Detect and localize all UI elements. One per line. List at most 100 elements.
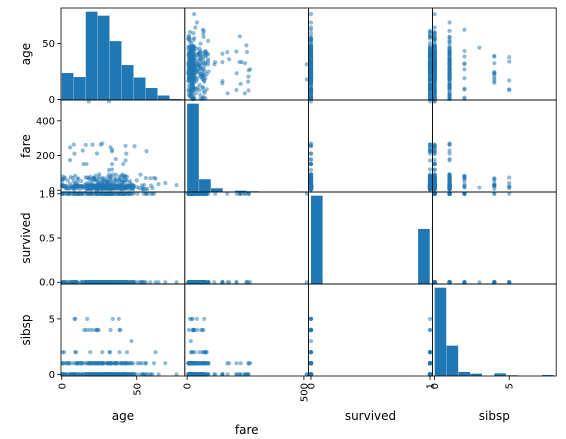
- scatter-point-survived-age: [105, 191, 110, 196]
- scatter-point-sibsp-age: [67, 372, 73, 377]
- scatter-point-fare-sibsp: [447, 158, 452, 163]
- scatter-point-age-fare: [244, 49, 250, 55]
- scatter-point-fare-sibsp: [432, 149, 437, 154]
- scatter-point-survived-age: [73, 280, 79, 285]
- scatter-point-age-sibsp: [462, 95, 467, 100]
- scatter-point-sibsp-age: [134, 372, 139, 377]
- scatter-point-age-survived: [427, 34, 433, 40]
- scatter-point-sibsp-age: [110, 316, 115, 322]
- scatter-point-sibsp-age: [105, 361, 110, 366]
- scatter-point-sibsp-age: [100, 350, 105, 355]
- scatter-point-fare-age: [83, 142, 88, 148]
- scatter-point-age-fare: [190, 54, 195, 60]
- scatter-point-sibsp-fare: [201, 361, 206, 366]
- scatter-point-sibsp-age: [64, 372, 70, 377]
- axis-label-fare-y: fare: [19, 134, 33, 158]
- cell-frame-survived-survived: [308, 191, 433, 285]
- scatter-point-age-fare: [187, 75, 192, 80]
- scatter-point-survived-age: [119, 191, 124, 196]
- scatter-point-age-survived: [427, 74, 433, 79]
- scatter-point-survived-age: [131, 280, 136, 285]
- scatter-point-fare-age: [109, 149, 115, 154]
- scatter-point-survived-fare: [212, 280, 217, 285]
- scatter-point-fare-survived: [308, 175, 314, 181]
- scatter-point-survived-sibsp: [507, 191, 512, 196]
- scatter-point-sibsp-fare: [197, 372, 202, 377]
- scatter-point-sibsp-survived: [427, 327, 433, 333]
- scatter-point-fare-sibsp: [432, 173, 437, 178]
- scatter-point-survived-age: [156, 280, 161, 285]
- scatter-point-age-sibsp: [447, 63, 452, 68]
- scatter-point-age-fare: [201, 88, 206, 94]
- scatter-point-sibsp-age: [118, 361, 124, 366]
- scatter-point-age-survived: [427, 91, 433, 96]
- tick-label-fare-left-2: 400: [36, 116, 55, 127]
- scatter-point-sibsp-age: [79, 361, 84, 366]
- scatter-point-age-sibsp: [507, 87, 512, 92]
- scatter-point-age-survived: [427, 63, 433, 68]
- scatter-point-age-fare: [246, 74, 251, 79]
- scatter-point-sibsp-age: [126, 372, 131, 377]
- scatter-point-survived-fare: [225, 280, 230, 285]
- scatter-point-sibsp-age: [109, 361, 114, 366]
- scatter-point-age-sibsp: [447, 39, 452, 44]
- cell-frame-fare-survived: [308, 99, 433, 193]
- scatter-point-sibsp-fare: [243, 372, 248, 377]
- scatter-point-sibsp-fare: [194, 327, 200, 333]
- scatter-point-fare-age: [80, 148, 85, 153]
- scatter-point-sibsp-survived: [427, 350, 433, 355]
- axis-label-fare-x: fare: [235, 423, 259, 437]
- axis-label-age-x: age: [112, 409, 134, 423]
- tick-label-survived-left-2: 1.0: [39, 189, 55, 200]
- scatter-point-sibsp-age: [73, 316, 78, 322]
- scatter-point-age-fare: [213, 59, 218, 65]
- scatter-point-survived-age: [85, 280, 91, 285]
- scatter-point-survived-fare: [191, 280, 196, 285]
- scatter-point-fare-age: [174, 182, 179, 188]
- tick-label-fare-left-0: 0: [49, 186, 55, 197]
- scatter-point-fare-age: [98, 142, 103, 147]
- scatter-point-age-sibsp: [447, 73, 452, 79]
- scatter-point-sibsp-fare: [191, 372, 196, 377]
- histogram-bar-fare-2: [211, 188, 223, 192]
- scatter-point-age-survived: [427, 82, 433, 87]
- scatter-point-sibsp-fare: [187, 361, 192, 366]
- scatter-point-survived-age: [109, 191, 115, 196]
- scatter-point-fare-age: [121, 184, 127, 189]
- tick-label-survived-left-1: 0.5: [39, 234, 55, 245]
- scatter-point-sibsp-fare: [188, 338, 193, 344]
- scatter-point-age-fare: [246, 79, 251, 84]
- scatter-point-survived-sibsp: [447, 191, 452, 196]
- scatter-point-age-survived: [308, 56, 314, 61]
- scatter-point-age-fare: [246, 68, 251, 73]
- scatter-point-fare-age: [60, 182, 65, 187]
- scatter-point-survived-age: [140, 280, 145, 285]
- scatter-point-sibsp-age: [100, 372, 105, 377]
- scatter-point-fare-age: [142, 182, 147, 188]
- scatter-point-survived-age: [148, 191, 154, 196]
- scatter-point-fare-age: [94, 151, 100, 156]
- histogram-bar-fare-1: [199, 179, 211, 192]
- scatter-point-survived-age: [63, 191, 68, 196]
- scatter-point-fare-age: [123, 158, 128, 163]
- scatter-point-age-sibsp: [432, 75, 437, 80]
- scatter-point-age-fare: [201, 95, 206, 100]
- scatter-point-sibsp-age: [73, 350, 78, 355]
- scatter-point-sibsp-age: [117, 327, 122, 333]
- scatter-point-survived-fare: [304, 280, 309, 285]
- scatter-point-survived-fare: [197, 280, 202, 285]
- scatter-point-sibsp-age: [163, 361, 168, 366]
- scatter-point-sibsp-age: [108, 327, 113, 333]
- scatter-point-survived-age: [174, 280, 179, 285]
- scatter-point-sibsp-age: [63, 361, 68, 366]
- scatter-point-age-sibsp: [447, 67, 452, 72]
- scatter-point-fare-age: [123, 143, 128, 148]
- scatter-point-survived-age: [64, 280, 70, 285]
- scatter-point-fare-sibsp: [432, 161, 437, 167]
- tick-label-fare-bottom-1: 500: [299, 383, 310, 402]
- scatter-point-sibsp-fare: [237, 372, 242, 377]
- scatter-point-age-fare: [304, 77, 309, 82]
- scatter-point-age-sibsp: [447, 34, 452, 40]
- scatter-point-fare-age: [113, 172, 118, 177]
